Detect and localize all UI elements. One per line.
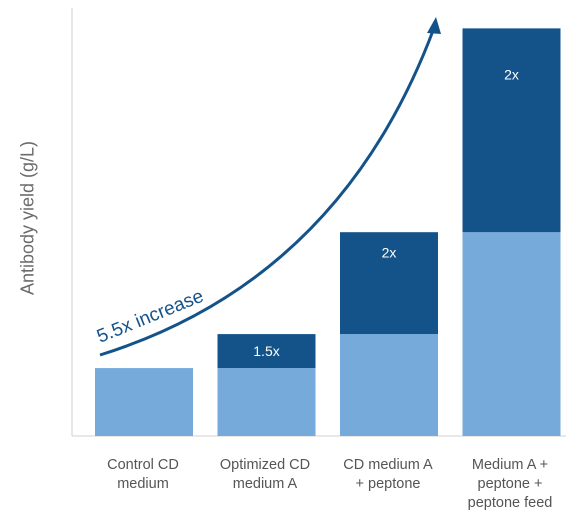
y-axis-label: Antibody yield (g/L) — [8, 0, 48, 436]
bar-segment — [217, 368, 316, 436]
trend-arrowhead — [427, 17, 441, 34]
bar-segment — [462, 28, 561, 233]
bars-group: 1.5x 2x 2x — [95, 28, 561, 436]
bar-segment — [95, 368, 193, 436]
y-axis-label-text: Antibody yield (g/L) — [17, 140, 38, 296]
x-tick-label: Control CD medium — [107, 457, 179, 492]
bar-segment — [217, 334, 316, 369]
x-tick-label: CD medium A + peptone — [343, 457, 433, 492]
trend-arrow — [99, 27, 436, 357]
data-label: 2x — [504, 66, 519, 82]
bar-segment — [462, 232, 561, 436]
x-tick-label: Optimized CD medium A — [219, 457, 311, 492]
bar-segment — [340, 232, 438, 335]
bar-segment — [340, 334, 438, 436]
data-label: 2x — [382, 245, 397, 261]
x-tick-label: Medium A + peptone + peptone feed — [467, 457, 553, 511]
data-label: 1.5x — [253, 343, 279, 359]
